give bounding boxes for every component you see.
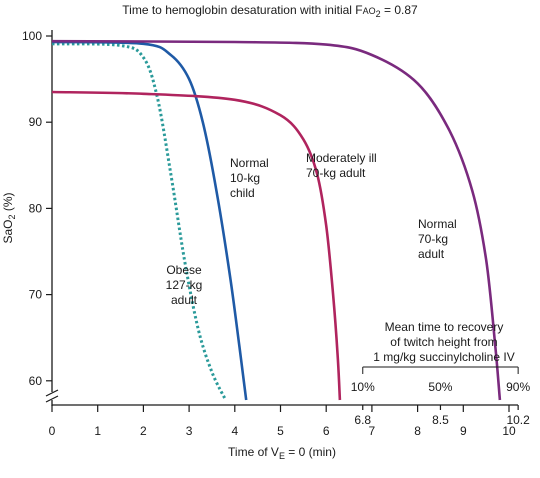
recovery-marker-value: 6.8: [354, 413, 371, 427]
axis-ticks: 0 1 2 3 4 5 6 7 8 9 10 60 70 80 90 100: [22, 29, 516, 438]
x-tick-label: 4: [231, 424, 238, 438]
curve-normal-child: [51, 40, 248, 401]
x-tick-label: 2: [140, 424, 147, 438]
curve-normal-adult: [51, 39, 502, 401]
x-tick-label: 1: [94, 424, 101, 438]
recovery-percent-label: 90%: [506, 380, 530, 394]
recovery-marker-value: 8.5: [432, 413, 449, 427]
series-label: Normal 70-kg adult: [418, 217, 457, 261]
curve-moderately-ill-adult: [51, 90, 342, 401]
recovery-percent-label: 50%: [428, 380, 452, 394]
curves: [51, 39, 502, 401]
x-tick-label: 9: [460, 424, 467, 438]
x-tick-label: 8: [414, 424, 421, 438]
x-tick-label: 3: [186, 424, 193, 438]
x-tick-label: 10: [502, 424, 516, 438]
y-tick-label: 90: [29, 115, 43, 129]
series-label: Normal 10-kg child: [230, 156, 269, 200]
curve-obese-adult: [51, 42, 228, 401]
x-axis-label: Time of VE = 0 (min): [228, 445, 336, 461]
x-tick-label: 6: [323, 424, 330, 438]
y-axis-label: SaO2 (%): [1, 192, 17, 243]
axis-break-mark-lower: [45, 395, 59, 403]
succinylcholine-recovery-scale: Mean time to recovery of twitch height fr…: [351, 320, 531, 427]
series-label: Obese 127-kg adult: [166, 263, 203, 307]
y-tick-label: 70: [29, 288, 43, 302]
x-tick-label: 5: [277, 424, 284, 438]
x-tick-label: 7: [369, 424, 376, 438]
y-tick-label: 100: [22, 29, 42, 43]
y-tick-label: 60: [29, 374, 43, 388]
y-tick-label: 80: [29, 201, 43, 215]
recovery-marker-value: 10.2: [506, 413, 530, 427]
recovery-caption: Mean time to recovery of twitch height fr…: [373, 320, 514, 364]
y-axis: [45, 30, 59, 406]
axis-break-mark-upper: [45, 389, 59, 397]
series-label: Moderately ill 70-kg adult: [306, 151, 377, 180]
chart-title: Time to hemoglobin desaturation with ini…: [122, 3, 418, 19]
x-tick-label: 0: [49, 424, 56, 438]
curve-labels: Obese 127-kg adult Normal 10-kg child Moderate…: [166, 151, 457, 307]
recovery-percent-label: 10%: [351, 380, 375, 394]
